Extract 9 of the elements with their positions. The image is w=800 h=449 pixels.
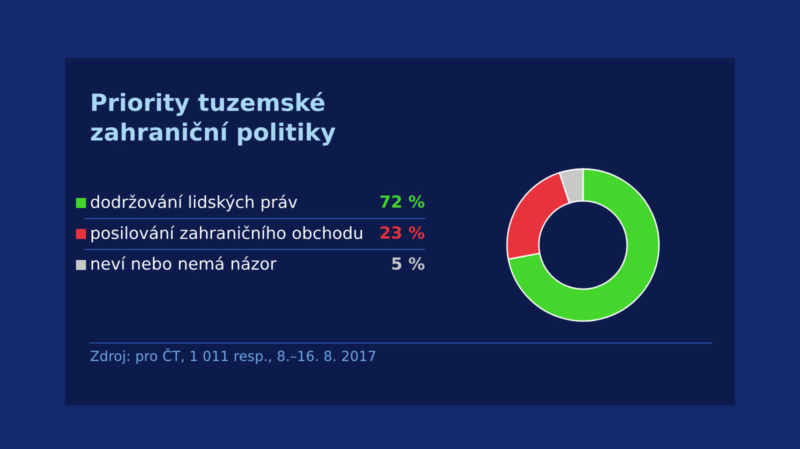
data-label: 5 % bbox=[392, 257, 424, 270]
text: Zdroj: pro ČT, 1 011 resp., 8.–16. 8. 2017 bbox=[90, 348, 376, 364]
legend-label: neví nebo nemá názor bbox=[92, 256, 277, 270]
legend-label: dodržování lidských práv bbox=[90, 194, 298, 212]
donut-slice bbox=[508, 168, 660, 322]
legend-label: posilování zahraničního obchodu bbox=[92, 226, 362, 242]
data-label: 23 % bbox=[380, 226, 424, 239]
data-label: 72 % bbox=[380, 195, 424, 208]
chart-title: Priority tuzemské zahraniční politiky bbox=[91, 92, 336, 146]
